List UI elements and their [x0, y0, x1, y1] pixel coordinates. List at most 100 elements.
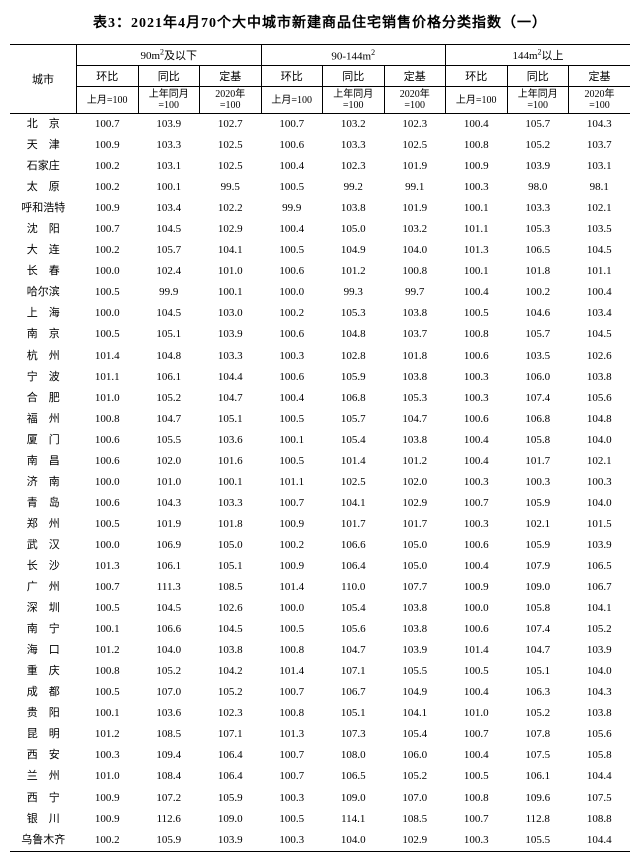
value-cell: 105.9 [323, 367, 385, 388]
city-cell: 杭 州 [10, 346, 77, 367]
table-row: 兰 州101.0108.4106.4100.7106.5105.2100.510… [10, 766, 630, 787]
value-cell: 103.8 [384, 619, 446, 640]
value-cell: 103.9 [138, 114, 200, 136]
value-cell: 100.6 [261, 261, 323, 282]
table-row: 乌鲁木齐100.2105.9103.9100.3104.0102.9100.31… [10, 830, 630, 852]
city-cell: 郑 州 [10, 514, 77, 535]
value-cell: 102.9 [384, 493, 446, 514]
city-cell: 呼和浩特 [10, 198, 77, 219]
value-cell: 104.4 [200, 367, 262, 388]
value-cell: 102.9 [384, 830, 446, 852]
value-cell: 107.9 [507, 556, 569, 577]
value-cell: 103.0 [200, 303, 262, 324]
hdr-sub-huanbi-1: 上月=100 [77, 87, 139, 114]
value-cell: 107.0 [384, 788, 446, 809]
value-cell: 100.0 [261, 598, 323, 619]
value-cell: 107.3 [323, 724, 385, 745]
table-row: 杭 州101.4104.8103.3100.3102.8101.8100.610… [10, 346, 630, 367]
city-cell: 沈 阳 [10, 219, 77, 240]
value-cell: 105.1 [200, 556, 262, 577]
city-cell: 成 都 [10, 682, 77, 703]
value-cell: 112.8 [507, 809, 569, 830]
value-cell: 99.9 [138, 282, 200, 303]
city-cell: 深 圳 [10, 598, 77, 619]
table-row: 呼和浩特100.9103.4102.299.9103.8101.9100.110… [10, 198, 630, 219]
value-cell: 104.6 [507, 303, 569, 324]
hdr-huanbi-3: 环比 [446, 66, 508, 87]
value-cell: 103.5 [507, 346, 569, 367]
value-cell: 104.7 [138, 409, 200, 430]
value-cell: 106.5 [569, 556, 631, 577]
value-cell: 102.1 [507, 514, 569, 535]
value-cell: 100.7 [77, 219, 139, 240]
value-cell: 110.0 [323, 577, 385, 598]
value-cell: 104.3 [138, 493, 200, 514]
value-cell: 104.1 [384, 703, 446, 724]
city-cell: 南 宁 [10, 619, 77, 640]
value-cell: 100.5 [77, 598, 139, 619]
value-cell: 100.1 [138, 177, 200, 198]
value-cell: 103.8 [569, 367, 631, 388]
value-cell: 105.9 [138, 830, 200, 852]
value-cell: 103.3 [200, 493, 262, 514]
value-cell: 102.7 [200, 114, 262, 136]
value-cell: 104.3 [569, 114, 631, 136]
value-cell: 104.8 [138, 346, 200, 367]
table-row: 天 津100.9103.3102.5100.6103.3102.5100.810… [10, 135, 630, 156]
value-cell: 108.8 [569, 809, 631, 830]
value-cell: 102.3 [323, 156, 385, 177]
table-row: 海 口101.2104.0103.8100.8104.7103.9101.410… [10, 640, 630, 661]
value-cell: 102.0 [138, 451, 200, 472]
value-cell: 99.3 [323, 282, 385, 303]
value-cell: 100.9 [261, 514, 323, 535]
value-cell: 101.0 [77, 766, 139, 787]
value-cell: 111.3 [138, 577, 200, 598]
value-cell: 104.8 [323, 324, 385, 345]
table-row: 郑 州100.5101.9101.8100.9101.7101.7100.310… [10, 514, 630, 535]
value-cell: 102.4 [138, 261, 200, 282]
value-cell: 102.1 [569, 198, 631, 219]
value-cell: 100.9 [77, 788, 139, 809]
value-cell: 101.7 [384, 514, 446, 535]
value-cell: 100.5 [261, 809, 323, 830]
city-cell: 青 岛 [10, 493, 77, 514]
value-cell: 101.0 [77, 388, 139, 409]
value-cell: 100.9 [261, 556, 323, 577]
value-cell: 107.1 [323, 661, 385, 682]
value-cell: 100.8 [446, 135, 508, 156]
value-cell: 104.4 [569, 766, 631, 787]
hdr-sub-huanbi-2: 上月=100 [261, 87, 323, 114]
value-cell: 104.5 [138, 219, 200, 240]
value-cell: 100.8 [384, 261, 446, 282]
value-cell: 105.5 [507, 830, 569, 852]
value-cell: 109.4 [138, 745, 200, 766]
value-cell: 106.7 [323, 682, 385, 703]
value-cell: 99.7 [384, 282, 446, 303]
value-cell: 105.8 [569, 745, 631, 766]
value-cell: 101.4 [77, 346, 139, 367]
hdr-sub-dingji-3: 2020年=100 [569, 87, 631, 114]
value-cell: 101.4 [261, 577, 323, 598]
value-cell: 100.5 [261, 409, 323, 430]
value-cell: 103.1 [569, 156, 631, 177]
value-cell: 106.6 [323, 535, 385, 556]
value-cell: 99.2 [323, 177, 385, 198]
value-cell: 100.3 [446, 514, 508, 535]
value-cell: 105.6 [569, 724, 631, 745]
hdr-sub-tongbi-3: 上年同月=100 [507, 87, 569, 114]
value-cell: 102.3 [200, 703, 262, 724]
value-cell: 100.1 [77, 619, 139, 640]
value-cell: 103.8 [384, 598, 446, 619]
value-cell: 100.2 [77, 156, 139, 177]
table-row: 沈 阳100.7104.5102.9100.4105.0103.2101.110… [10, 219, 630, 240]
value-cell: 100.8 [446, 788, 508, 809]
value-cell: 100.2 [77, 830, 139, 852]
value-cell: 105.2 [138, 661, 200, 682]
city-cell: 合 肥 [10, 388, 77, 409]
value-cell: 109.0 [323, 788, 385, 809]
value-cell: 101.9 [384, 156, 446, 177]
value-cell: 104.1 [200, 240, 262, 261]
value-cell: 100.6 [446, 346, 508, 367]
table-row: 贵 阳100.1103.6102.3100.8105.1104.1101.010… [10, 703, 630, 724]
value-cell: 100.6 [261, 135, 323, 156]
